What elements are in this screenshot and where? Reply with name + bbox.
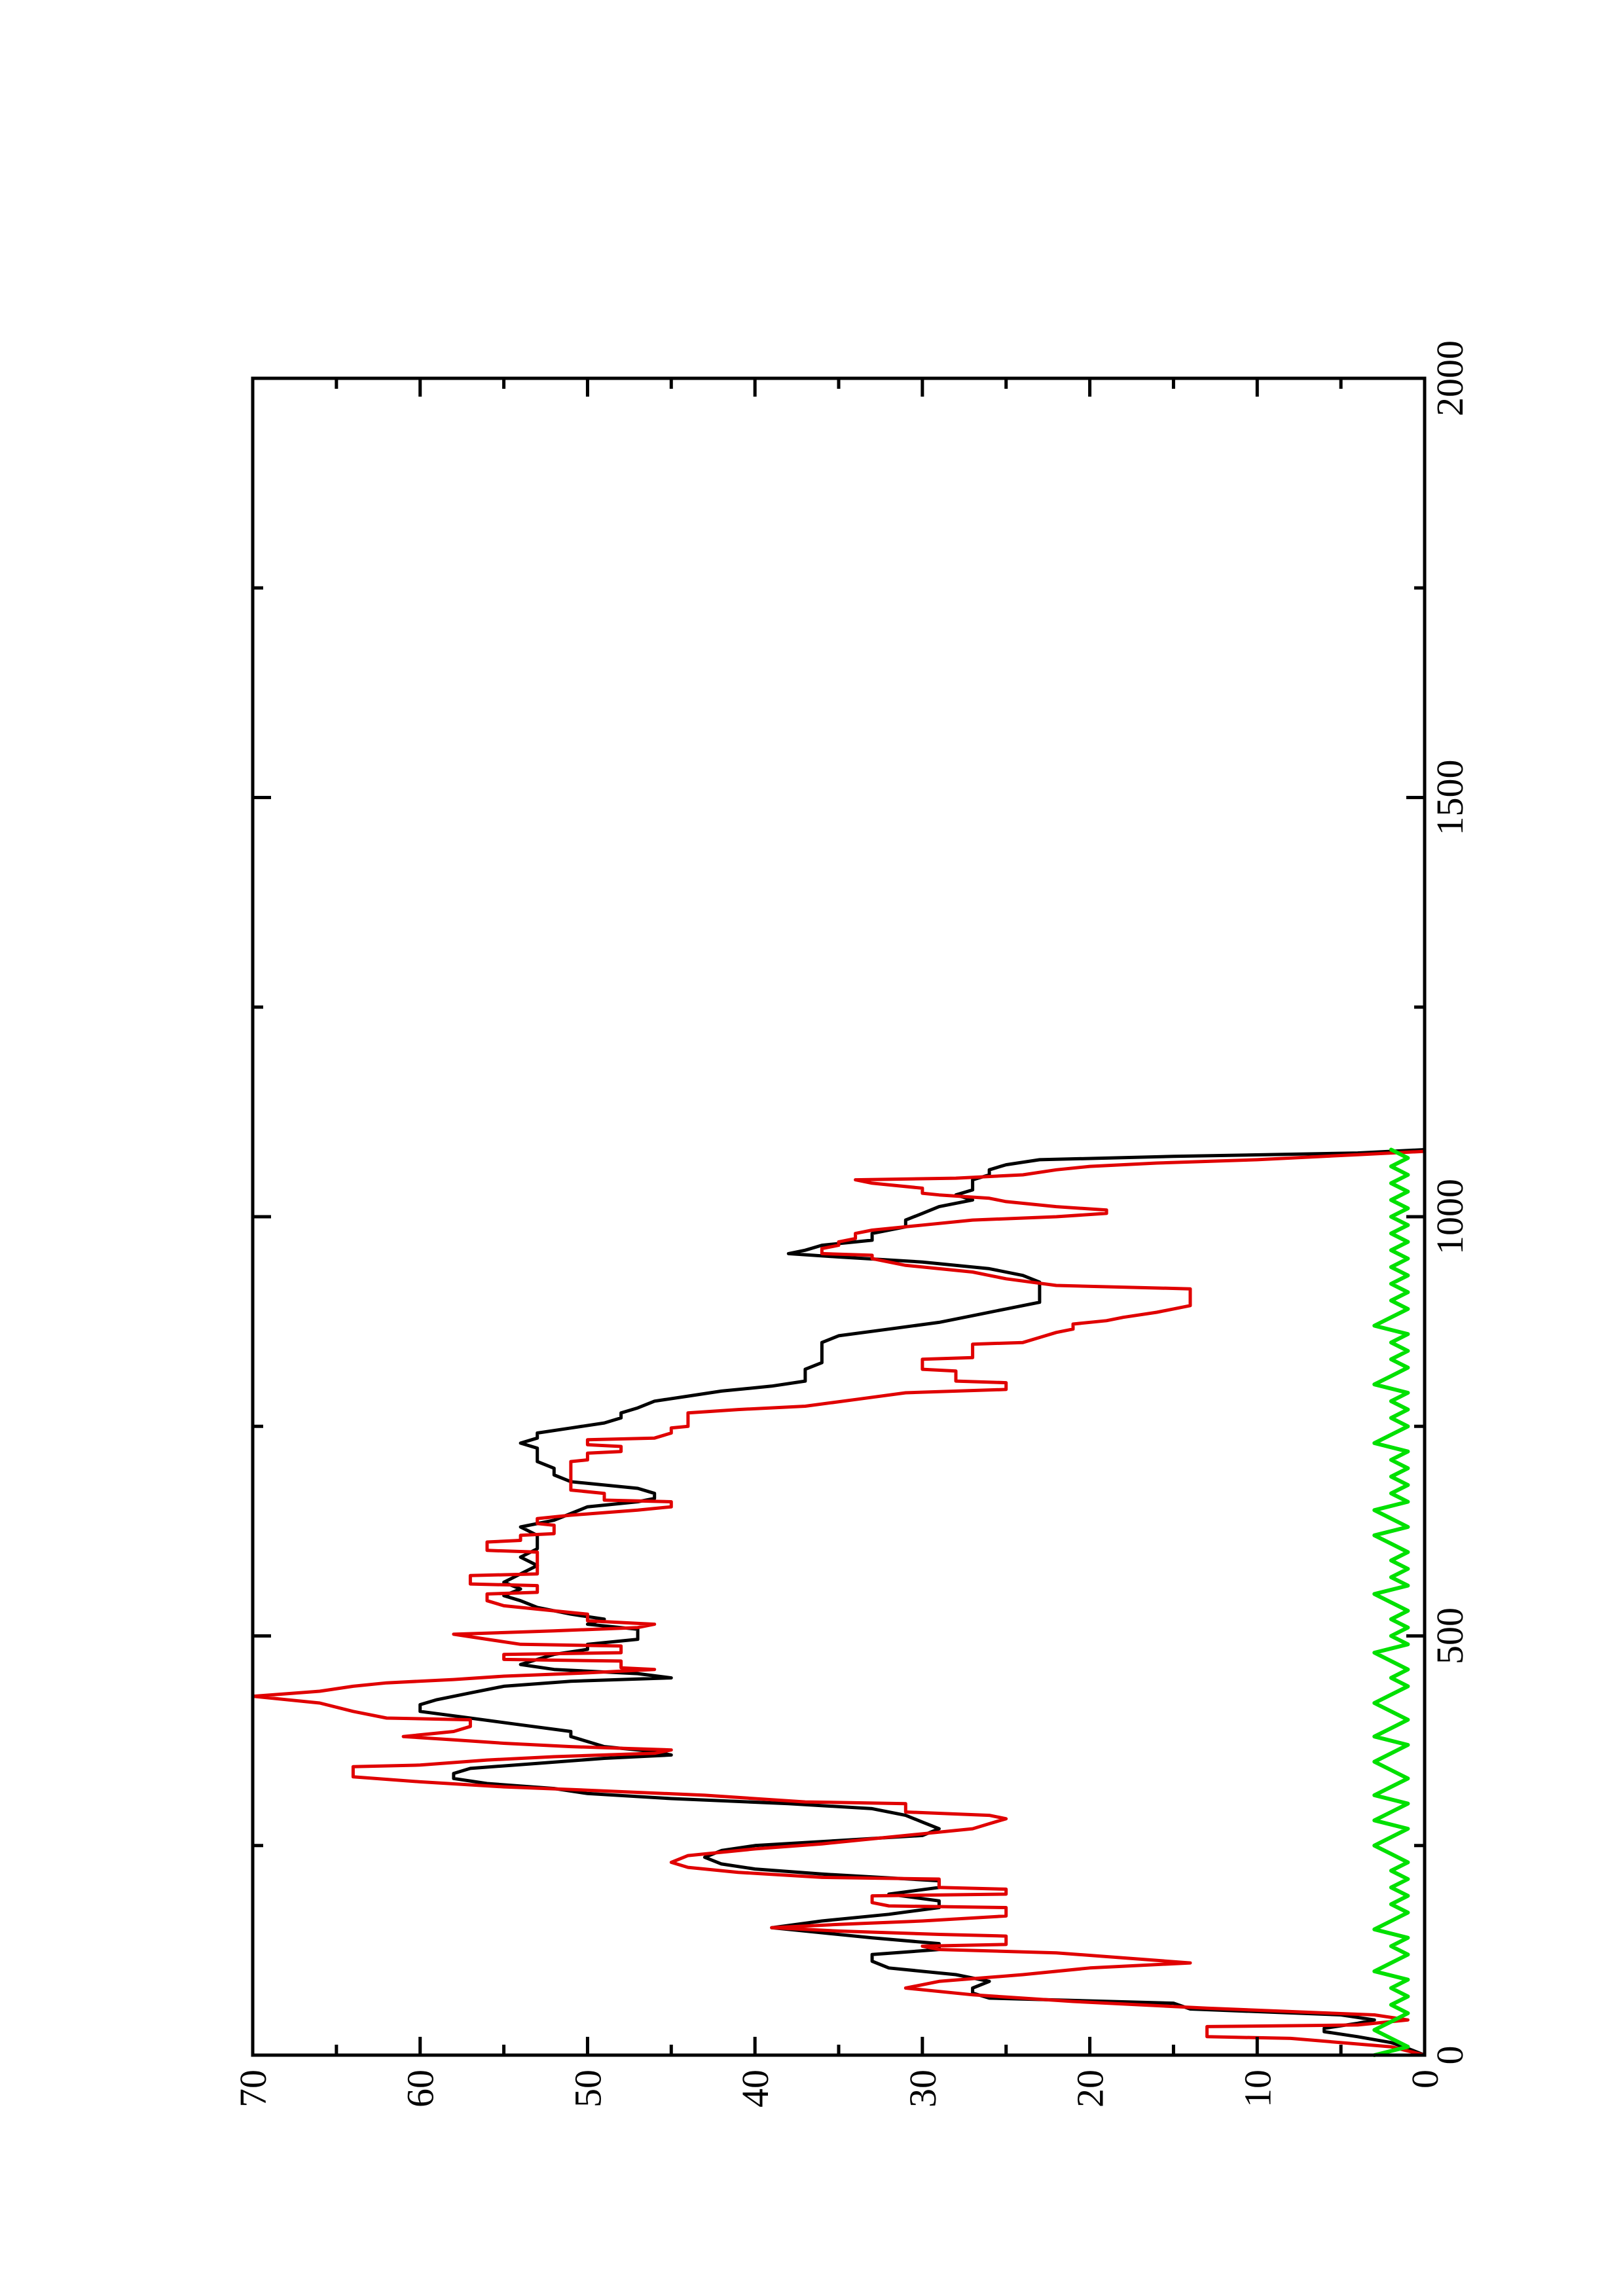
x-tick-label: 2000 [1429, 340, 1471, 416]
x-tick-label: 500 [1429, 1607, 1471, 1664]
y-tick-label: 40 [734, 2070, 776, 2108]
series-line-2 [251, 1149, 1427, 2057]
tick-layer [251, 376, 1427, 2057]
x-tick-label: 1000 [1429, 1179, 1471, 1255]
y-tick-label: 10 [1236, 2070, 1279, 2108]
tick-label-layer: 0 500 1000 1500 2000 0 10 20 30 40 50 60 70 [232, 340, 1471, 2108]
x-tick-label: 0 [1429, 2046, 1471, 2065]
series-line-3 [1372, 1147, 1410, 2057]
y-tick-label: 50 [566, 2070, 609, 2108]
y-tick-label: 0 [1404, 2070, 1446, 2089]
x-tick-label: 1500 [1429, 760, 1471, 836]
y-tick-label: 30 [902, 2070, 944, 2108]
y-tick-label: 70 [232, 2070, 274, 2108]
y-tick-label: 20 [1069, 2070, 1112, 2108]
series-layer [251, 1147, 1427, 2057]
y-tick-label: 60 [399, 2070, 442, 2108]
